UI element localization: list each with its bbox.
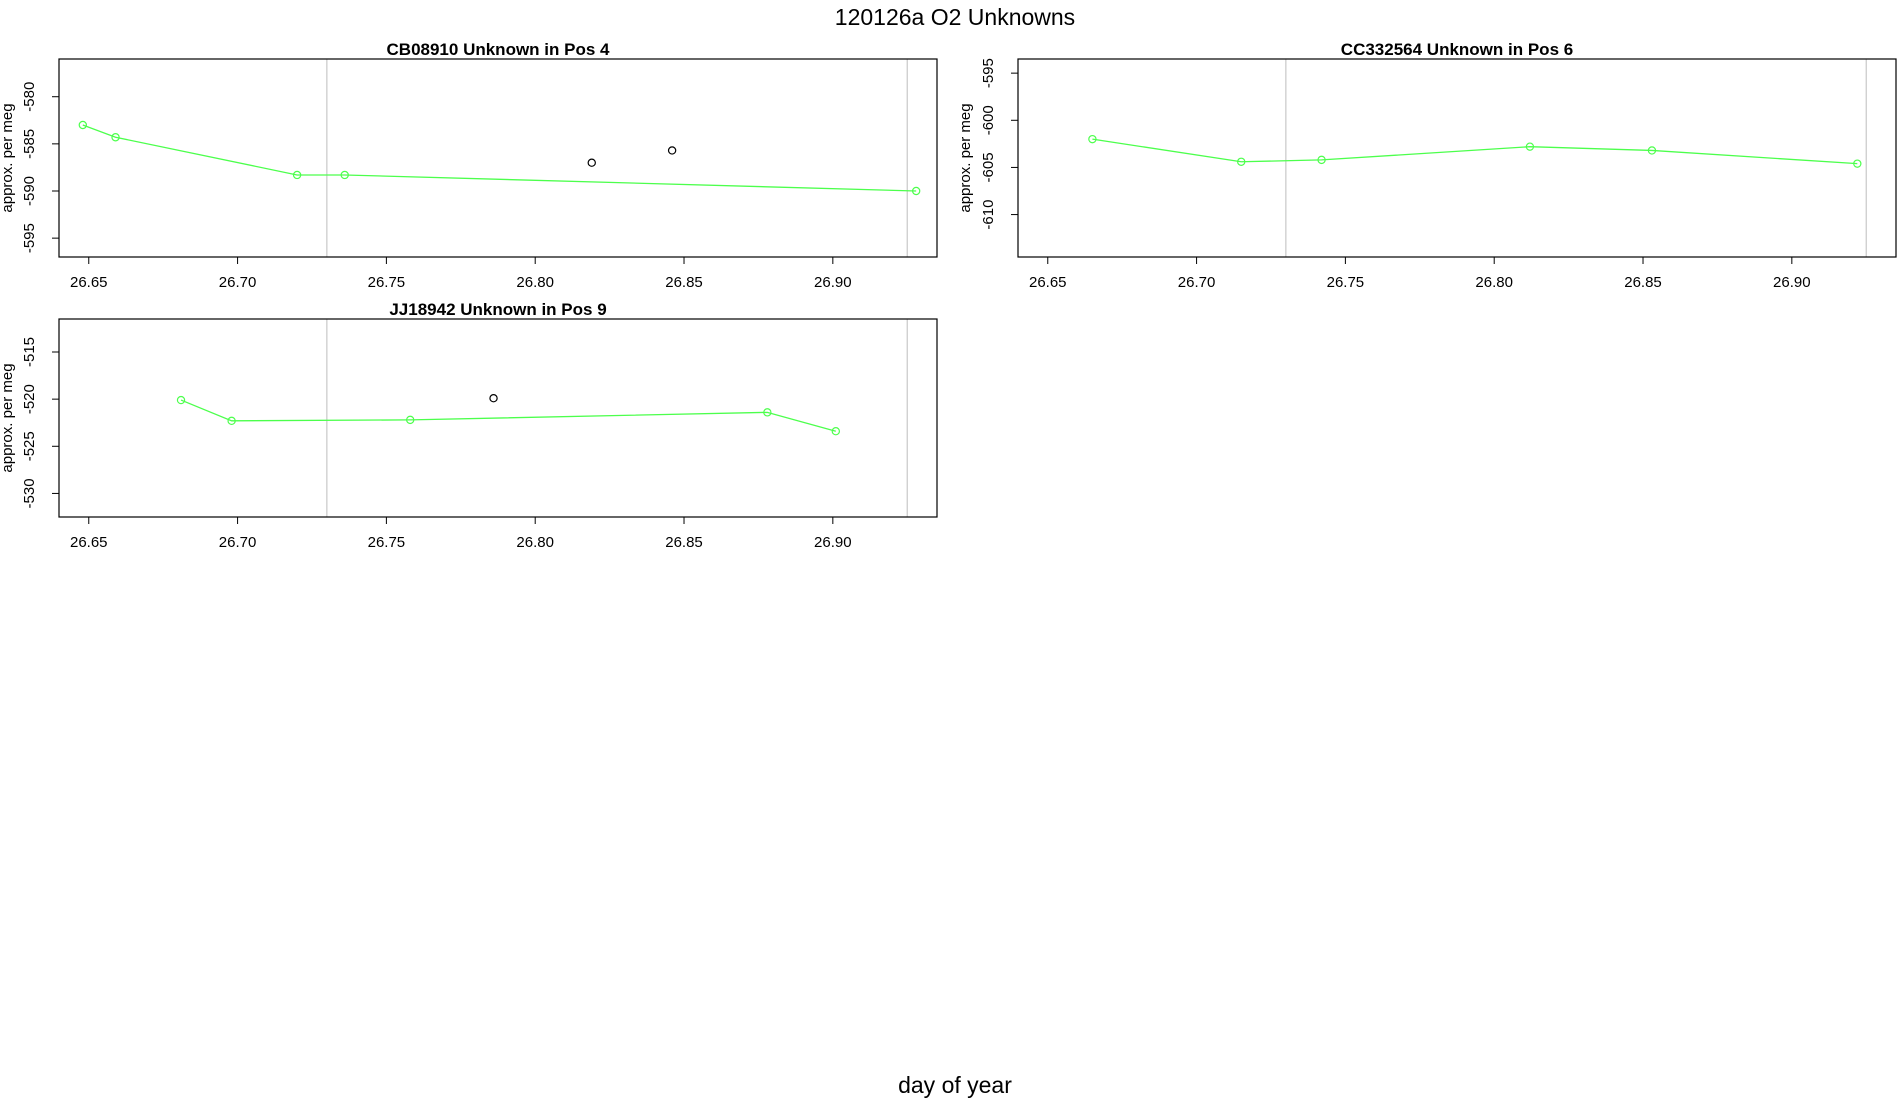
x-tick-label: 26.70 (219, 274, 257, 291)
panel-3: JJ18942 Unknown in Pos 9 26.65 26.70 26.75 2… (0, 300, 938, 551)
panel-title: CB08910 Unknown in Pos 4 (387, 40, 610, 59)
outlier-point (587, 158, 596, 167)
y-tick-label: -595 (21, 223, 38, 253)
data-point (340, 170, 349, 180)
plot-frame (58, 58, 938, 258)
data-point (111, 133, 120, 142)
x-tick-label: 26.70 (1178, 274, 1216, 291)
x-tick-label: 26.85 (1624, 274, 1662, 291)
data-point (1088, 134, 1097, 144)
data-point (1317, 155, 1326, 165)
y-tick-label: -530 (21, 478, 38, 508)
y-tick-label: -525 (21, 431, 38, 461)
data-point (763, 408, 772, 417)
x-tick-label: 26.65 (1029, 274, 1067, 291)
data-point (406, 415, 415, 425)
panel-2: CC332564 Unknown in Pos 6 26.65 26.70 26.75… (957, 40, 1897, 291)
data-point (227, 416, 236, 426)
data-point (1525, 142, 1535, 151)
y-tick-label: -520 (21, 384, 38, 414)
x-tick-label: 26.75 (368, 534, 406, 551)
data-point (911, 186, 921, 196)
plot-frame (58, 318, 938, 518)
x-tick-label: 26.75 (1327, 274, 1365, 291)
y-tick-label: -600 (980, 105, 997, 135)
plot-frame (1017, 58, 1897, 258)
figure-title: 120126a O2 Unknowns (835, 4, 1075, 30)
panels: CB08910 Unknown in Pos 4 26.65 26.70 26.75 2… (0, 40, 1897, 551)
x-tick-label: 26.90 (814, 274, 852, 291)
x-tick-label: 26.65 (70, 534, 108, 551)
y-tick-label: -610 (980, 200, 997, 230)
x-tick-label: 26.80 (516, 534, 554, 551)
x-tick-label: 26.75 (368, 274, 406, 291)
data-point (1237, 157, 1246, 166)
data-point (176, 395, 186, 405)
y-tick-label: -580 (21, 82, 38, 112)
x-tick-label: 26.85 (665, 534, 703, 551)
x-tick-label: 26.80 (516, 274, 554, 291)
panel-title: CC332564 Unknown in Pos 6 (1341, 40, 1573, 59)
outlier-point (667, 146, 677, 155)
series-line (1092, 138, 1858, 165)
x-tick-label: 26.90 (1773, 274, 1811, 291)
x-tick-label: 26.80 (1475, 274, 1513, 291)
y-tick-label: -515 (21, 337, 38, 367)
y-axis-label: approx. per meg (0, 103, 16, 212)
series-line (180, 399, 836, 432)
panel-1: CB08910 Unknown in Pos 4 26.65 26.70 26.75 2… (0, 40, 938, 291)
y-axis-label: approx. per meg (0, 363, 16, 472)
y-axis-label: approx. per meg (957, 103, 974, 212)
y-tick-label: -595 (980, 58, 997, 88)
data-point (1853, 159, 1862, 168)
data-point (292, 170, 302, 180)
data-point (1647, 146, 1657, 155)
data-point (831, 427, 841, 436)
y-tick-label: -585 (21, 129, 38, 159)
data-point (78, 120, 88, 130)
y-tick-label: -590 (21, 176, 38, 206)
panel-title: JJ18942 Unknown in Pos 9 (389, 300, 606, 319)
x-tick-label: 26.90 (814, 534, 852, 551)
outlier-point (489, 394, 498, 403)
x-tick-label: 26.70 (219, 534, 257, 551)
y-tick-label: -605 (980, 152, 997, 182)
x-axis-label: day of year (898, 1072, 1012, 1098)
x-tick-label: 26.65 (70, 274, 108, 291)
x-tick-label: 26.85 (665, 274, 703, 291)
series-line (82, 124, 917, 192)
